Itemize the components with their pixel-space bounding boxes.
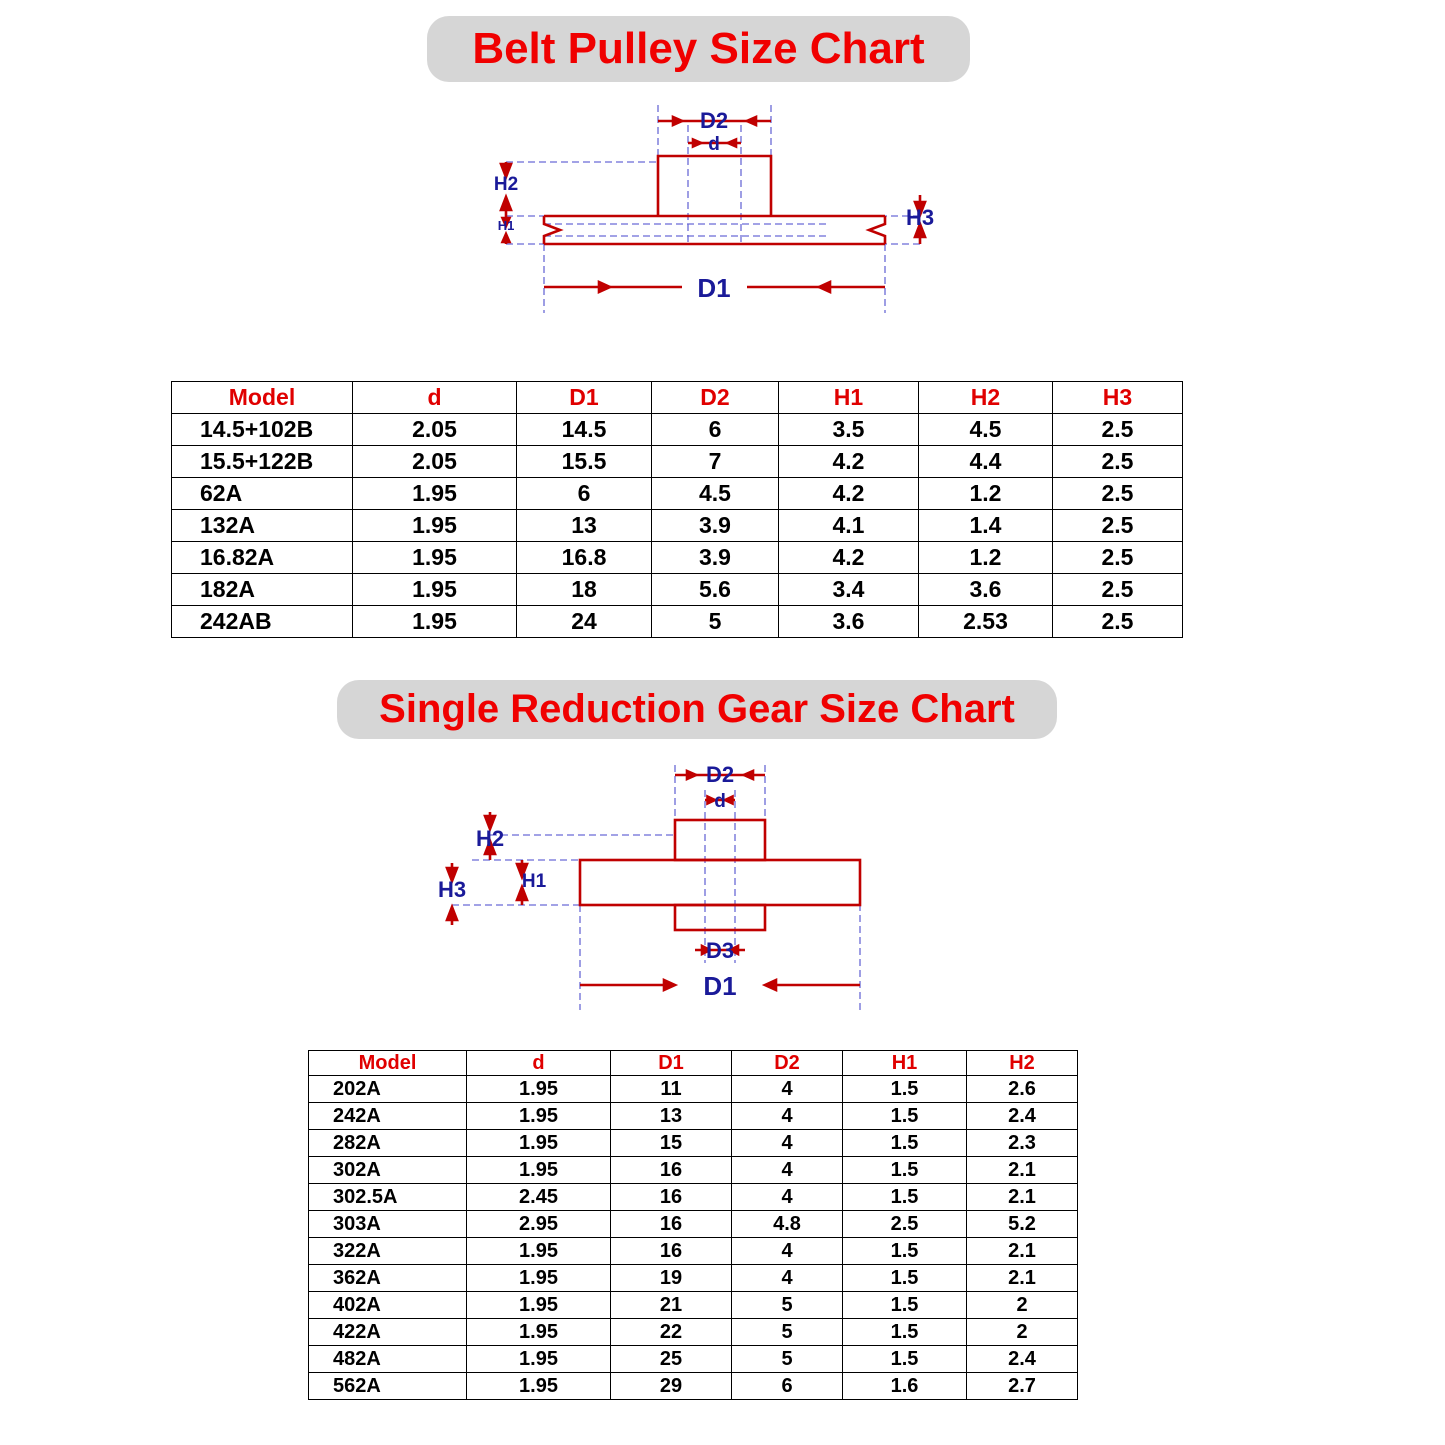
svg-text:H1: H1 xyxy=(498,218,515,233)
svg-text:D2: D2 xyxy=(700,108,728,133)
svg-text:H1: H1 xyxy=(522,871,547,892)
svg-text:H3: H3 xyxy=(906,205,934,230)
svg-text:D2: D2 xyxy=(706,762,734,787)
svg-text:H2: H2 xyxy=(494,174,518,195)
svg-text:H3: H3 xyxy=(438,877,466,902)
svg-text:H2: H2 xyxy=(476,826,504,851)
svg-text:D1: D1 xyxy=(697,273,730,303)
svg-text:D1: D1 xyxy=(703,971,736,1001)
svg-text:D3: D3 xyxy=(706,938,734,963)
svg-text:d: d xyxy=(714,791,726,812)
svg-text:d: d xyxy=(708,134,720,155)
